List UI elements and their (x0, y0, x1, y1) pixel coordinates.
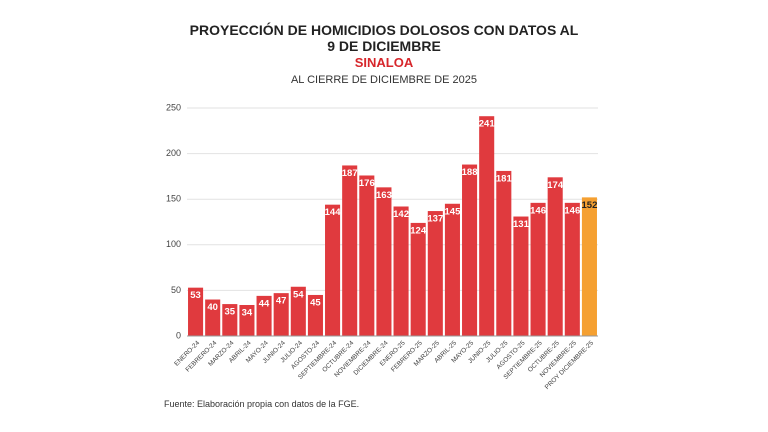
data-label: 188 (462, 167, 478, 178)
bar (547, 177, 563, 336)
bar (342, 165, 358, 336)
bar (205, 299, 221, 336)
bar (393, 206, 409, 336)
data-label: 163 (376, 190, 392, 201)
data-label: 152 (582, 200, 598, 211)
bar (530, 202, 546, 336)
data-label: 124 (410, 225, 427, 236)
data-label: 40 (207, 302, 218, 313)
bar (427, 211, 443, 336)
data-label: 142 (393, 209, 409, 220)
data-label: 34 (242, 308, 253, 319)
bar (273, 293, 289, 336)
bar (256, 295, 272, 336)
data-label: 174 (547, 180, 564, 191)
data-label: 137 (427, 214, 443, 225)
chart-title: PROYECCIÓN DE HOMICIDIOS DOLOSOS CON DAT… (189, 22, 579, 54)
bar (307, 294, 323, 336)
data-label: 181 (496, 173, 513, 184)
bar (290, 286, 306, 336)
y-tick-label: 200 (166, 148, 181, 158)
data-label: 144 (325, 207, 342, 218)
bar (188, 287, 204, 336)
data-label: 145 (445, 206, 462, 217)
bar (581, 197, 597, 336)
y-tick-label: 0 (176, 330, 181, 340)
bar (410, 222, 426, 336)
y-tick-label: 250 (166, 102, 181, 112)
data-label: 146 (564, 205, 580, 216)
data-label: 131 (513, 219, 530, 230)
data-label: 53 (190, 290, 201, 301)
data-label: 146 (530, 205, 546, 216)
chart-subtitle: AL CIERRE DE DICIEMBRE DE 2025 (290, 74, 478, 86)
data-label: 47 (276, 296, 287, 307)
data-label: 45 (310, 297, 321, 308)
bar (496, 170, 512, 336)
bar (564, 202, 580, 336)
data-label: 54 (293, 289, 304, 300)
bar (513, 216, 529, 336)
bar (462, 164, 478, 336)
data-label: 176 (359, 178, 375, 189)
bar (222, 304, 238, 336)
bar (325, 204, 341, 336)
bar (479, 116, 495, 336)
data-label: 187 (342, 168, 358, 179)
data-label: 35 (225, 307, 236, 318)
chart-subtitle: SINALOA (354, 55, 414, 70)
bar (239, 304, 255, 336)
y-tick-label: 100 (166, 239, 181, 249)
bar (376, 187, 392, 336)
bar (444, 203, 460, 336)
data-label: 44 (259, 298, 270, 309)
data-label: 241 (479, 119, 496, 130)
bar (359, 175, 375, 336)
y-tick-label: 150 (166, 194, 181, 204)
y-tick-label: 50 (171, 285, 181, 295)
source-note: Fuente: Elaboración propia con datos de … (164, 399, 360, 409)
